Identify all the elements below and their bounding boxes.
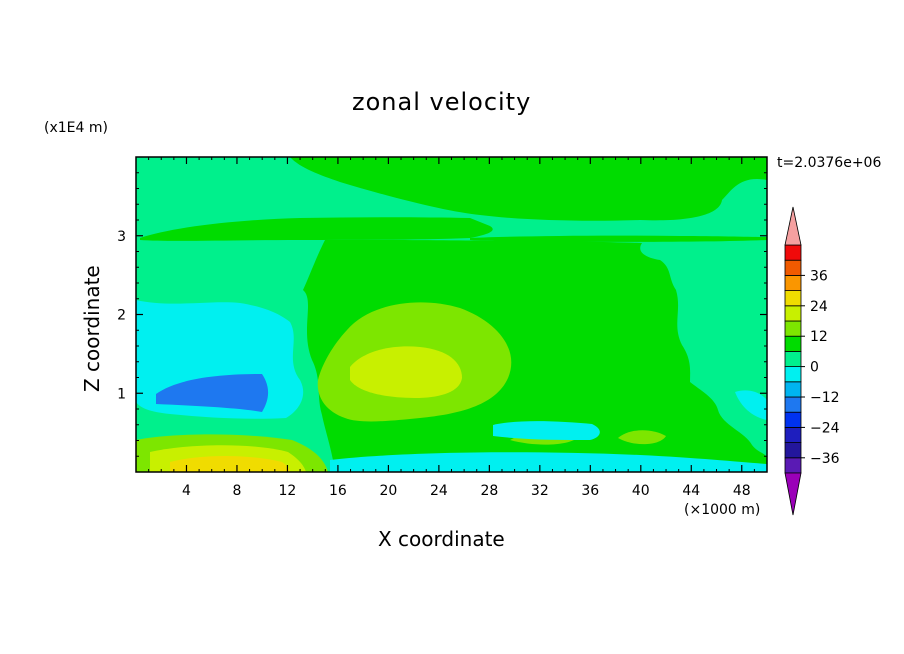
x-tick-label: 24	[430, 483, 448, 499]
colorbar-cell	[784, 290, 802, 307]
x-tick-label: 4	[182, 483, 191, 499]
x-unit-label: (×1000 m)	[684, 502, 761, 518]
colorbar-cell	[784, 259, 802, 276]
colorbar-cell	[784, 366, 802, 383]
colorbar: 36 24 12 0 −12 −24 −36	[784, 206, 840, 516]
x-tick-label: 48	[733, 483, 751, 499]
x-tick-label: 16	[329, 483, 347, 499]
y-axis-label: Z coordinate	[80, 265, 104, 392]
y-tick-label: 2	[117, 308, 126, 324]
y-tick-label: 3	[117, 229, 126, 245]
colorbar-tick-label: 0	[810, 360, 819, 376]
colorbar-cell	[784, 305, 802, 322]
colorbar-cell	[784, 396, 802, 413]
x-tick-label: 12	[279, 483, 297, 499]
colorbar-tick-label: −36	[810, 451, 840, 467]
region-negative-12-18	[156, 374, 269, 412]
chart-title: zonal velocity	[352, 88, 532, 116]
colorbar-max-triangle	[784, 206, 802, 246]
colorbar-cell	[784, 426, 802, 443]
colorbar-cell	[784, 244, 802, 261]
region-surface-18-24	[170, 456, 290, 472]
colorbar-cell	[784, 381, 802, 398]
colorbar-cell	[784, 457, 802, 474]
region-upper-band	[290, 157, 767, 221]
colorbar-cell	[784, 350, 802, 367]
x-tick-label: 40	[632, 483, 650, 499]
colorbar-tick-label: 36	[810, 268, 828, 284]
colorbar-cell	[784, 335, 802, 352]
x-tick-label: 32	[531, 483, 549, 499]
x-tick-label: 20	[379, 483, 397, 499]
colorbar-cell	[784, 442, 802, 459]
time-label: t=2.0376e+06	[777, 155, 882, 171]
x-tick-label: 36	[581, 483, 599, 499]
colorbar-min-triangle	[784, 472, 802, 516]
region-positive-east-b	[618, 430, 666, 445]
colorbar-tick-label: −12	[810, 390, 840, 406]
region-positive-12-18	[350, 346, 462, 398]
colorbar-cell	[784, 411, 802, 428]
x-tick-label: 28	[480, 483, 498, 499]
region-negative-east-b	[735, 390, 767, 420]
colorbar-tick-label: 24	[810, 299, 828, 315]
colorbar-cell	[784, 320, 802, 337]
contour-field	[136, 157, 767, 472]
x-tick-label: 44	[682, 483, 700, 499]
colorbar-tick-label: −24	[810, 420, 840, 436]
region-thin-band-east	[470, 235, 767, 242]
colorbar-cell	[784, 274, 802, 291]
y-unit-label: (x1E4 m)	[44, 120, 108, 136]
x-axis-label: X coordinate	[378, 527, 505, 551]
x-tick-label: 8	[232, 483, 241, 499]
y-tick-label: 1	[117, 386, 126, 402]
region-thin-band	[140, 217, 493, 241]
colorbar-tick-label: 12	[810, 329, 828, 345]
region-negative-east-a	[493, 421, 600, 440]
